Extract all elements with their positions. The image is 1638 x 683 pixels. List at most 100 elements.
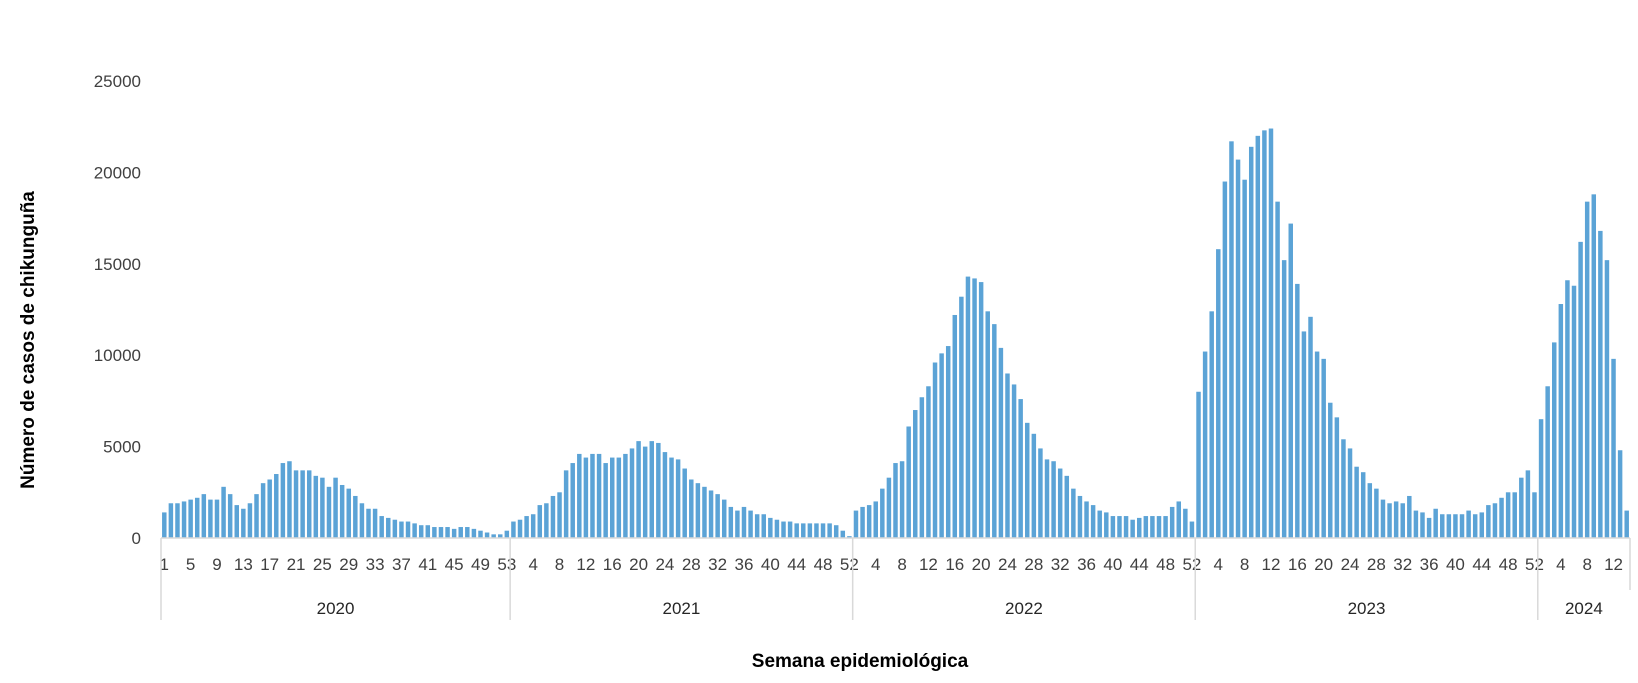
bar-2020-week-20 <box>287 461 292 538</box>
bar-2023-week-12 <box>1268 128 1274 538</box>
week-tick-label: 4 <box>1556 555 1565 574</box>
week-tick-label: 8 <box>555 555 564 574</box>
bar-2022-week-4 <box>873 501 878 538</box>
bar-2021-week-31 <box>708 490 714 538</box>
bar-2023-week-48 <box>1505 492 1511 538</box>
bar-2022-week-10 <box>913 410 918 538</box>
bars <box>162 128 1629 539</box>
bar-2021-week-48 <box>820 523 826 538</box>
bar-2022-week-12 <box>926 386 931 538</box>
bar-2020-week-29 <box>346 488 351 538</box>
bar-2021-week-46 <box>807 523 813 538</box>
week-tick-label: 37 <box>392 555 411 574</box>
week-tick-label: 8 <box>1240 555 1249 574</box>
bar-2020-week-23 <box>306 470 312 538</box>
bar-2022-week-42 <box>1123 516 1129 538</box>
y-tick-label: 5000 <box>103 438 141 457</box>
week-tick-label: 32 <box>1051 555 1070 574</box>
week-tick-label: 33 <box>366 555 385 574</box>
week-tick-label: 25 <box>313 555 332 574</box>
y-tick-label: 0 <box>132 529 141 548</box>
bar-2023-week-2 <box>1202 351 1208 538</box>
week-tick-label: 16 <box>945 555 964 574</box>
week-tick-label: 12 <box>919 555 938 574</box>
bar-2022-week-40 <box>1110 516 1116 538</box>
bar-2024-week-7 <box>1578 241 1583 538</box>
bar-2020-week-17 <box>267 479 272 538</box>
bar-2020-week-13 <box>241 508 246 538</box>
week-tick-label: 24 <box>655 555 674 574</box>
bar-2022-week-28 <box>1031 433 1037 538</box>
bar-2022-week-52 <box>1189 521 1195 538</box>
bar-2020-week-19 <box>280 463 286 538</box>
bar-2022-week-7 <box>893 463 898 538</box>
bar-2022-week-8 <box>899 461 905 538</box>
bar-2021-week-32 <box>715 494 720 538</box>
bar-2021-week-40 <box>768 517 773 538</box>
week-tick-label: 12 <box>1604 555 1623 574</box>
week-tick-label: 12 <box>1262 555 1281 574</box>
bar-2021-week-27 <box>682 468 687 538</box>
bar-2024-week-12 <box>1611 358 1616 538</box>
bar-2022-week-25 <box>1011 384 1017 538</box>
bar-2022-week-48 <box>1163 516 1168 538</box>
bar-2022-week-16 <box>952 314 958 538</box>
y-axis: 0 5000 10000 15000 20000 25000 <box>94 72 141 548</box>
bar-2021-week-35 <box>735 510 740 538</box>
bar-2021-week-17 <box>616 457 622 538</box>
bar-2023-week-1 <box>1196 391 1201 538</box>
bar-2023-week-30 <box>1387 503 1392 538</box>
week-tick-label: 29 <box>339 555 358 574</box>
bar-2020-week-32 <box>366 508 371 538</box>
week-tick-label: 20 <box>1314 555 1333 574</box>
bar-2023-week-18 <box>1308 316 1313 538</box>
bar-2021-week-29 <box>695 483 701 538</box>
bar-2022-week-15 <box>945 346 951 538</box>
bar-2023-week-9 <box>1248 146 1254 539</box>
bar-2021-week-8 <box>557 492 562 538</box>
bar-2020-week-1 <box>162 512 167 538</box>
bar-2023-week-7 <box>1235 159 1241 538</box>
bar-2020-week-3 <box>175 503 180 538</box>
bar-2023-week-31 <box>1393 501 1399 538</box>
y-axis-title: Número de casos de chikunguña <box>18 191 39 489</box>
bar-2024-week-8 <box>1584 201 1590 538</box>
bar-2021-week-12 <box>583 457 589 538</box>
bar-2020-week-41 <box>425 525 431 538</box>
bar-2022-week-19 <box>972 278 977 538</box>
bar-2023-week-34 <box>1413 510 1419 538</box>
bar-2021-week-21 <box>642 446 648 538</box>
bar-2023-week-39 <box>1446 514 1452 538</box>
bar-2021-week-42 <box>781 521 786 538</box>
bar-2020-week-47 <box>465 527 470 538</box>
bar-2022-week-39 <box>1104 512 1109 538</box>
bar-2020-week-35 <box>386 517 391 538</box>
bar-2023-week-19 <box>1314 351 1320 538</box>
week-tick-label: 32 <box>708 555 727 574</box>
bar-2022-week-17 <box>959 296 964 538</box>
bar-2022-week-37 <box>1090 505 1096 538</box>
bar-2023-week-6 <box>1229 141 1234 538</box>
week-tick-label: 45 <box>445 555 464 574</box>
bar-2023-week-24 <box>1347 448 1353 538</box>
week-tick-label: 52 <box>1525 555 1544 574</box>
bar-2020-week-48 <box>471 528 477 538</box>
bar-2023-week-3 <box>1209 311 1214 538</box>
bar-2022-week-44 <box>1136 517 1142 538</box>
bar-2022-week-24 <box>1005 373 1010 538</box>
week-tick-label: 49 <box>471 555 490 574</box>
bar-2020-week-44 <box>445 527 450 538</box>
bar-2020-week-9 <box>214 499 220 538</box>
bar-2023-week-20 <box>1321 358 1326 538</box>
bar-2021-week-26 <box>675 459 681 538</box>
bar-2020-week-11 <box>227 494 233 538</box>
bar-2020-week-39 <box>412 523 417 538</box>
bar-2021-week-43 <box>787 521 793 538</box>
bar-2024-week-6 <box>1571 285 1577 538</box>
bar-2020-week-4 <box>181 501 187 538</box>
bar-2021-week-37 <box>748 510 753 538</box>
bar-2021-week-51 <box>840 530 846 538</box>
bar-2021-week-36 <box>741 506 747 538</box>
bar-2021-week-45 <box>801 523 806 538</box>
bar-2022-week-5 <box>880 488 885 538</box>
